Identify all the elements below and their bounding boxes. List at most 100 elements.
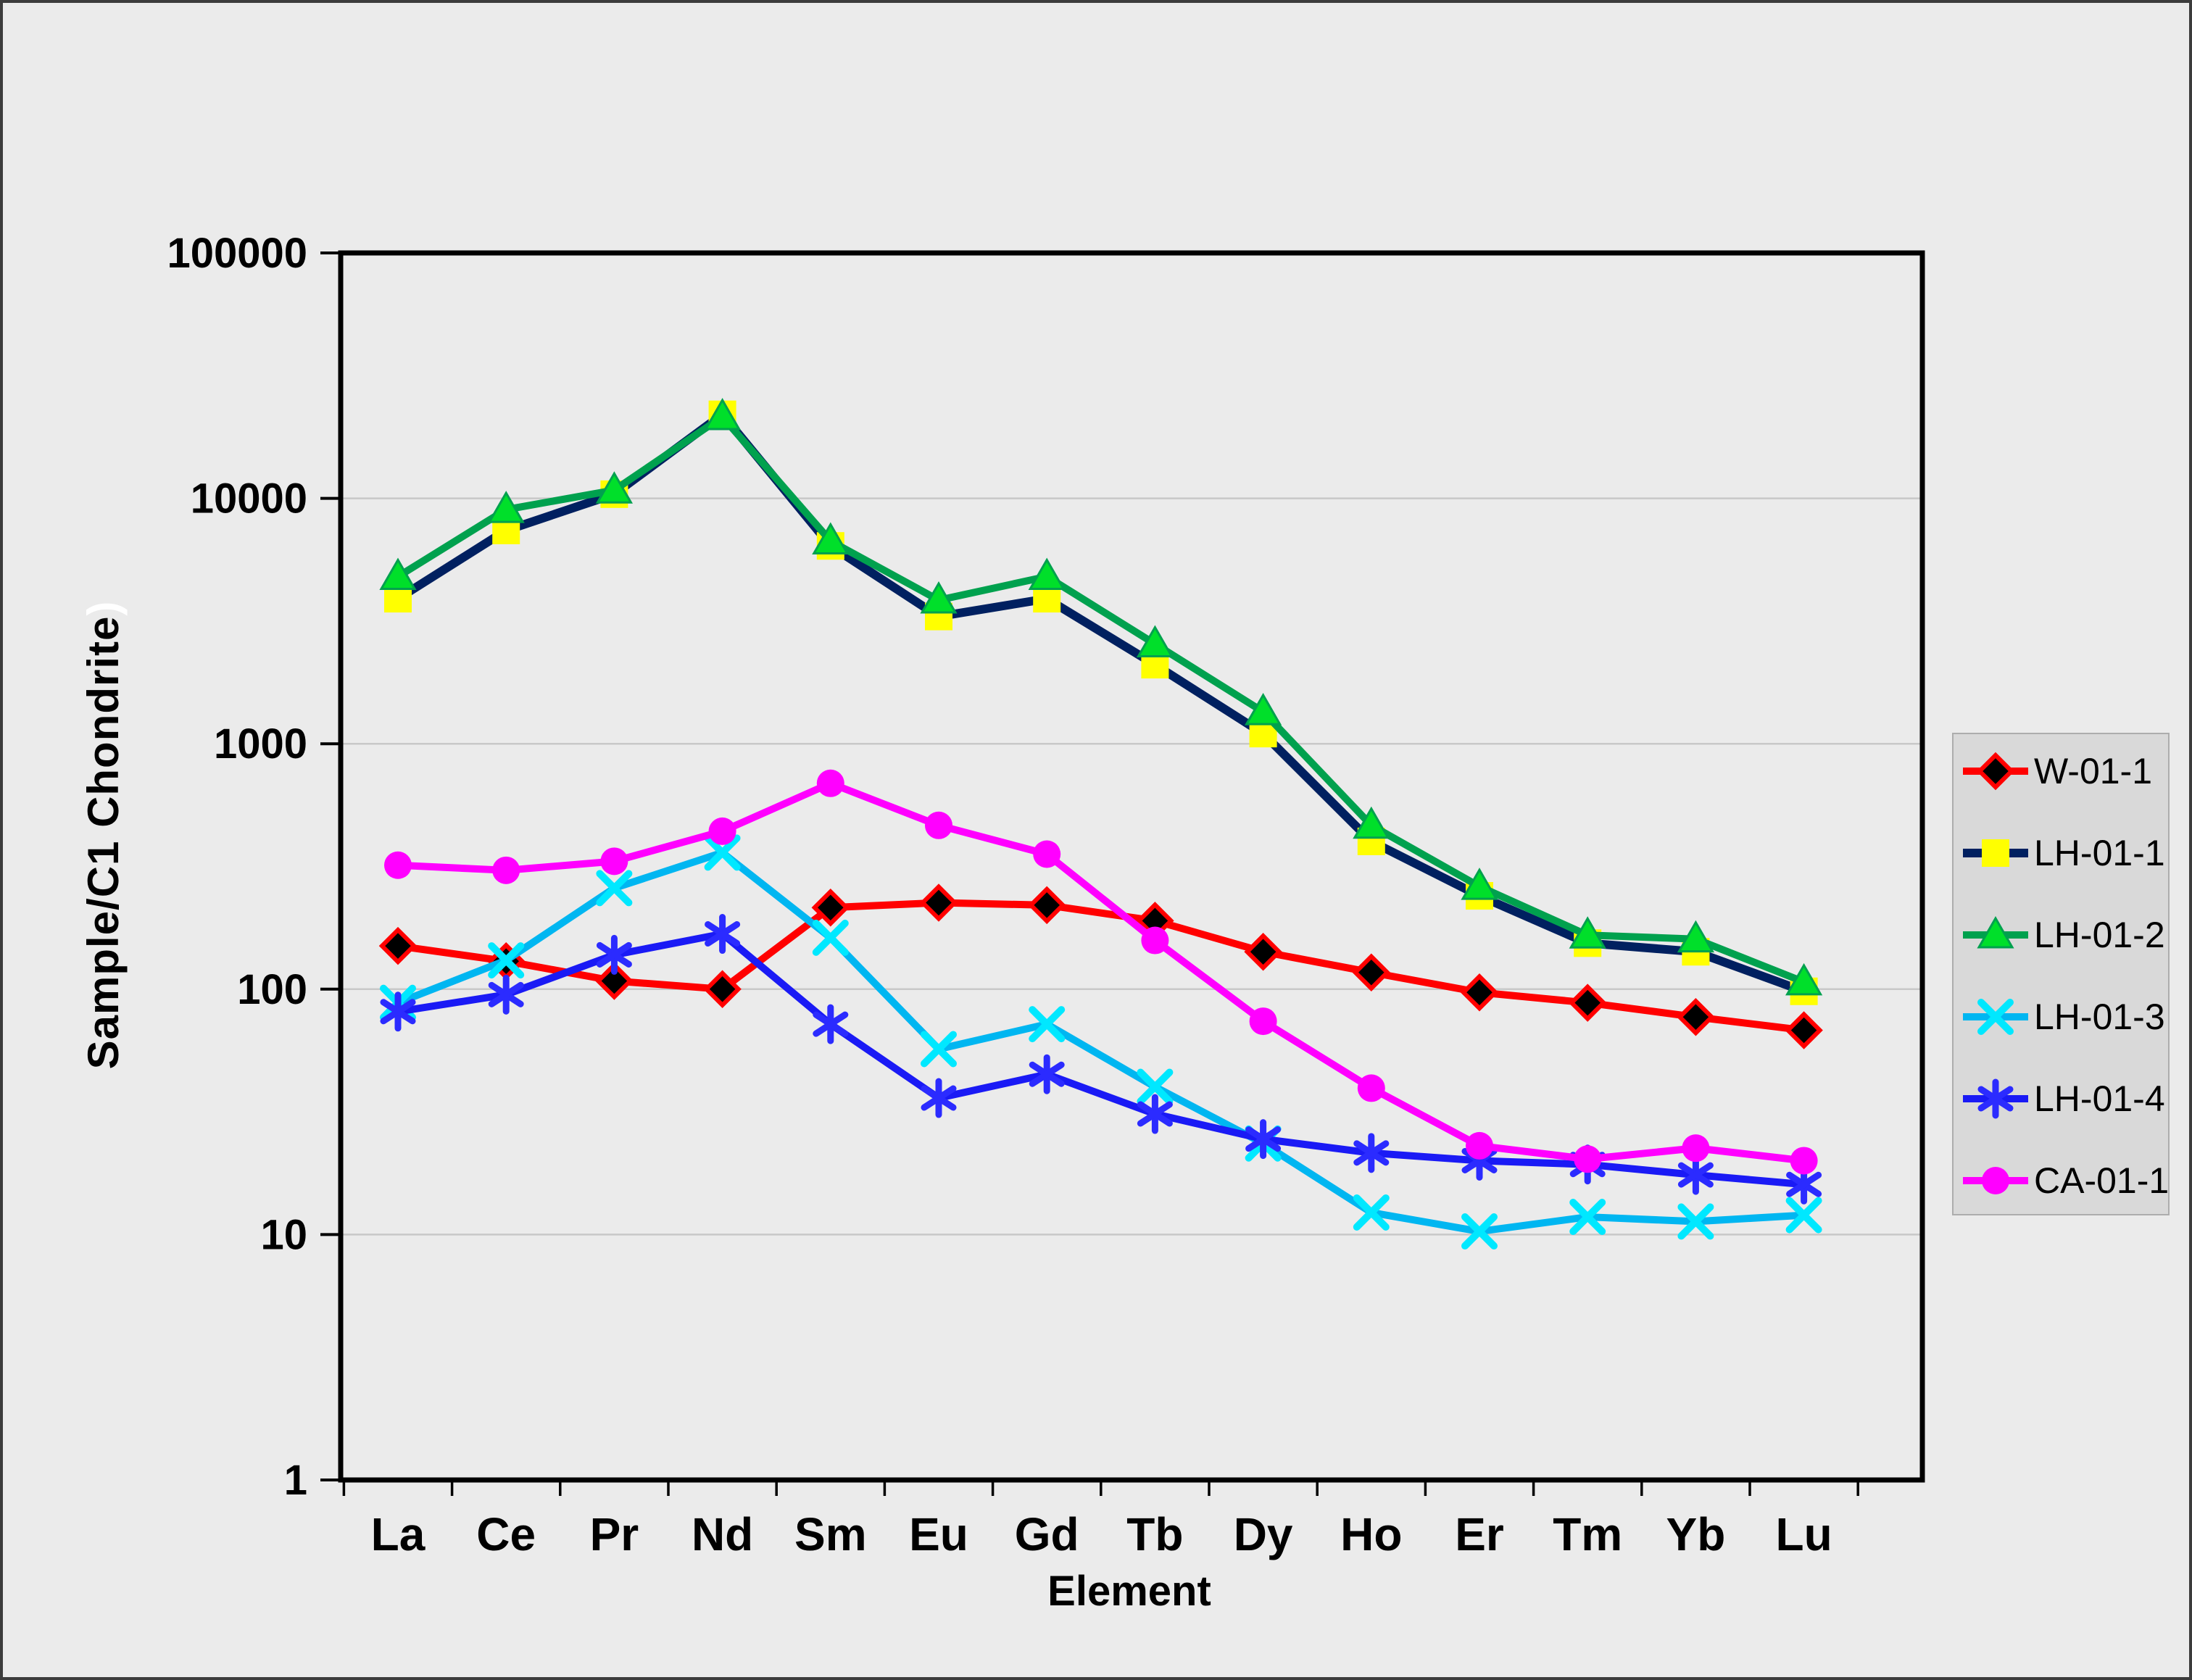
asterisk-marker: [380, 999, 416, 1025]
x-category-label: Gd: [1015, 1508, 1079, 1560]
circle-marker: [1033, 840, 1061, 868]
y-tick-label: 10000: [191, 475, 307, 523]
x-marker: [1461, 1213, 1498, 1250]
x-marker: [1677, 1203, 1714, 1240]
triangle-marker: [1569, 916, 1606, 949]
circle-marker: [1249, 1007, 1277, 1036]
diamond-marker: [703, 970, 742, 1009]
triangle-marker: [1245, 693, 1282, 725]
diamond-marker: [1027, 886, 1066, 925]
asterisk-marker: [1245, 1126, 1282, 1152]
series-line-lh-01-3: [397, 849, 1804, 1236]
triangle-marker: [487, 491, 525, 523]
asterisk-marker: [921, 1085, 957, 1111]
circle-marker: [1982, 1167, 2009, 1194]
x-marker: [921, 1031, 957, 1068]
triangle-marker: [1028, 557, 1066, 591]
x-category-label: La: [371, 1508, 425, 1560]
asterisk-marker: [1353, 1140, 1390, 1166]
x-axis-title: Element: [1047, 1568, 1211, 1615]
x-category-label: Eu: [909, 1508, 968, 1560]
asterisk-marker: [1786, 1171, 1822, 1197]
x-category-label: Ho: [1340, 1508, 1402, 1560]
y-axis-title-paren: ): [79, 600, 128, 616]
x-marker: [704, 834, 741, 871]
diamond-marker: [1244, 932, 1282, 971]
triangle-marker: [920, 581, 958, 614]
x-marker: [812, 919, 849, 956]
diamond-marker: [378, 926, 418, 965]
legend-label: LH-01-3: [2034, 997, 2165, 1037]
x-marker: [488, 942, 525, 979]
x-category-label: Er: [1455, 1508, 1504, 1560]
x-marker: [1353, 1194, 1390, 1231]
triangle-marker: [595, 471, 633, 504]
x-category-label: Nd: [692, 1508, 753, 1560]
triangle-marker: [379, 557, 417, 591]
y-tick-label: 1: [284, 1457, 307, 1504]
diamond-marker: [1460, 973, 1499, 1012]
series-line-ca-01-1: [397, 779, 1805, 1165]
diamond-marker: [1568, 984, 1607, 1022]
triangle-marker: [1353, 806, 1390, 839]
circle-marker: [1141, 926, 1169, 955]
ree-spider-chart: 100000 10000 1000 100 10 1 La Ce Pr Nd Sm Eu Gd Tb Dy H…: [167, 230, 2170, 1560]
x-marker: [1569, 1199, 1606, 1236]
triangle-marker: [1136, 625, 1174, 658]
legend-label: CA-01-1: [2034, 1160, 2169, 1201]
asterisk-marker: [705, 921, 741, 947]
diamond-marker: [595, 962, 634, 1000]
x-category-label: Pr: [590, 1508, 639, 1560]
triangle-marker: [1785, 962, 1823, 996]
circle-marker: [1682, 1134, 1710, 1163]
circle-marker: [1790, 1147, 1818, 1175]
asterisk-marker: [488, 981, 524, 1007]
x-marker: [1029, 1006, 1066, 1043]
x-category-label: Lu: [1776, 1508, 1832, 1560]
asterisk-marker: [1977, 1086, 2014, 1112]
y-axis-title: Sample/C1 Chondrite): [78, 435, 130, 1235]
x-category-label: Tb: [1126, 1508, 1183, 1560]
x-category-label: Ce: [476, 1508, 536, 1560]
legend-box: [1952, 733, 2170, 1215]
series-line-lh-01-2: [396, 413, 1806, 986]
diamond-marker: [1352, 953, 1391, 991]
x-category-label: Tm: [1553, 1508, 1622, 1560]
x-category-label: Yb: [1666, 1508, 1726, 1560]
circle-marker: [816, 769, 844, 797]
legend-label: LH-01-2: [2034, 915, 2165, 955]
diamond-marker: [1976, 752, 2015, 791]
circle-marker: [925, 811, 952, 839]
y-tick-label: 10: [260, 1211, 307, 1258]
circle-marker: [384, 851, 412, 879]
circle-marker: [1574, 1145, 1602, 1173]
triangle-marker: [1977, 915, 2014, 949]
asterisk-marker: [813, 1011, 849, 1037]
x-marker: [1977, 999, 2014, 1035]
asterisk-marker: [1137, 1101, 1173, 1127]
triangle-marker: [704, 398, 742, 431]
triangle-marker: [1677, 920, 1714, 953]
legend-label: W-01-1: [2034, 751, 2152, 791]
asterisk-marker: [1677, 1162, 1714, 1188]
x-marker: [596, 870, 633, 907]
square-marker: [1982, 839, 2009, 867]
y-tick-label: 100000: [167, 230, 307, 277]
plot-border: [338, 250, 1925, 1483]
diamond-marker: [1785, 1011, 1823, 1049]
asterisk-marker: [1029, 1061, 1065, 1087]
x-category-label: Dy: [1234, 1508, 1293, 1560]
series-line-w-01-1: [397, 899, 1805, 1034]
triangle-marker: [1461, 868, 1498, 900]
circle-marker: [492, 856, 520, 884]
diamond-marker: [919, 883, 958, 922]
series-line-lh-01-4: [397, 930, 1805, 1189]
legend-label: LH-01-1: [2034, 833, 2165, 873]
x-category-label: Sm: [794, 1508, 867, 1560]
diamond-marker: [811, 888, 850, 927]
circle-marker: [1357, 1074, 1385, 1102]
diamond-marker: [1677, 997, 1715, 1036]
circle-marker: [1466, 1131, 1493, 1160]
y-tick-label: 1000: [214, 720, 307, 768]
